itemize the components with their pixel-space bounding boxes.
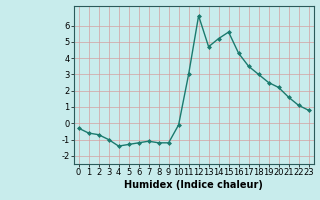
X-axis label: Humidex (Indice chaleur): Humidex (Indice chaleur) [124,180,263,190]
